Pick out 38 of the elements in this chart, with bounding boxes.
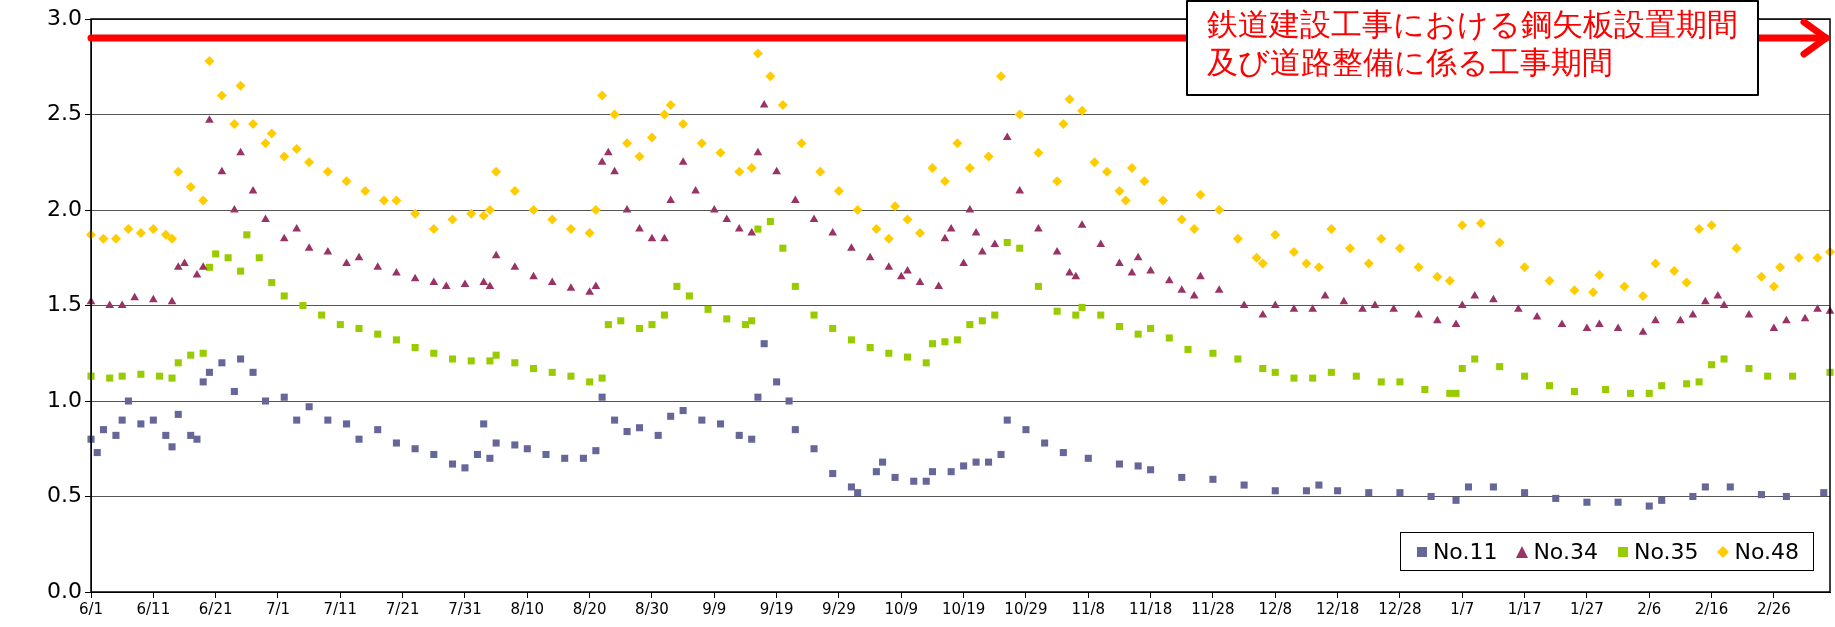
y-tick-label: 2.0 (47, 195, 82, 221)
x-tick-label: 9/9 (702, 599, 727, 618)
x-tick-label: 10/29 (1004, 599, 1048, 618)
x-tick-label: 8/30 (635, 599, 669, 618)
x-tick-label: 6/11 (136, 599, 171, 618)
x-tick-label: 9/19 (759, 599, 794, 618)
x-tick-label: 2/26 (1757, 599, 1791, 618)
x-tick-label: 2/6 (1637, 599, 1662, 618)
x-tick-label: 8/20 (572, 599, 607, 618)
x-tick-label: 7/11 (323, 599, 358, 618)
x-tick-label: 9/29 (822, 599, 856, 618)
x-tick-label: 1/17 (1507, 599, 1542, 618)
y-tick-label: 2.5 (47, 100, 82, 126)
y-tick-label: 1.0 (47, 386, 82, 412)
x-tick-label: 12/18 (1315, 599, 1360, 618)
x-tick-label: 6/21 (198, 599, 233, 618)
legend-label: No.34 (1533, 539, 1598, 564)
x-tick-label: 12/8 (1258, 599, 1293, 618)
y-tick-label: 3.0 (47, 4, 82, 30)
x-tick-label: 10/9 (884, 599, 919, 618)
legend-label: No.35 (1633, 539, 1699, 564)
x-tick-label: 2/16 (1694, 599, 1729, 618)
x-tick-label: 7/21 (385, 599, 420, 618)
y-tick-label: 0.5 (47, 482, 82, 508)
x-tick-label: 1/7 (1450, 599, 1475, 618)
x-tick-label: 11/28 (1191, 599, 1235, 618)
x-tick-label: 1/27 (1570, 599, 1604, 618)
x-tick-label: 10/19 (942, 599, 986, 618)
x-tick-label: 7/1 (265, 599, 291, 618)
y-tick-label: 1.5 (47, 291, 82, 317)
legend-label: No.11 (1432, 539, 1498, 564)
ref-line-label: 鉄道建設工事における鋼矢板設置期間及び道路整備に係る工事期間 (1207, 5, 1738, 80)
x-tick-label: 8/10 (510, 599, 545, 618)
x-tick-label: 11/8 (1071, 599, 1106, 618)
x-tick-label: 7/31 (448, 599, 482, 618)
x-tick-label: 12/28 (1378, 599, 1422, 618)
x-tick-label: 11/18 (1128, 599, 1173, 618)
legend-label: No.48 (1734, 539, 1799, 564)
